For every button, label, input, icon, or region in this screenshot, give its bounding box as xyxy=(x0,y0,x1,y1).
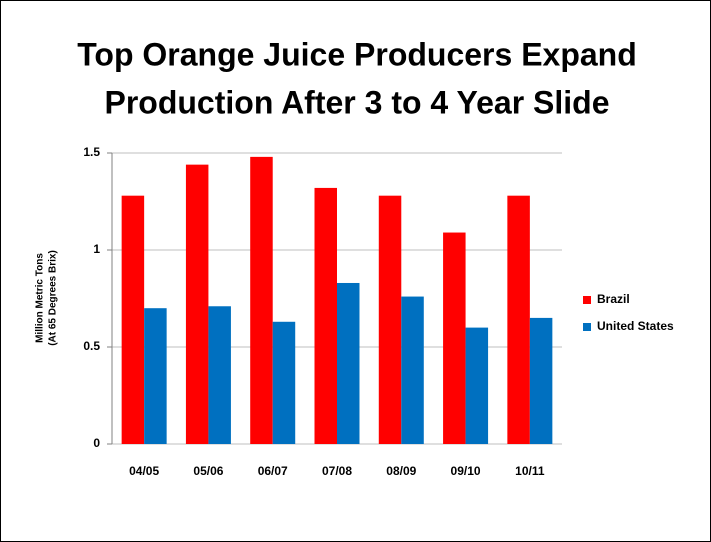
bar xyxy=(401,296,424,444)
legend-label: United States xyxy=(597,319,674,333)
x-tick-label: 07/08 xyxy=(322,464,352,478)
y-tick-label: 1.5 xyxy=(83,145,100,159)
legend-swatch xyxy=(583,323,591,331)
bar xyxy=(337,282,360,444)
chart-title: Production After 3 to 4 Year Slide xyxy=(104,84,609,120)
bar xyxy=(507,195,530,444)
x-tick-label: 04/05 xyxy=(129,464,159,478)
y-axis-label: (At 65 Degrees Brix) xyxy=(48,250,59,346)
y-axis-label: Million Metric Tons xyxy=(35,253,46,343)
bar xyxy=(185,164,209,444)
x-tick-label: 09/10 xyxy=(451,464,481,478)
bar xyxy=(314,187,337,445)
bar xyxy=(443,232,466,444)
x-tick-label: 05/06 xyxy=(193,464,223,478)
chart-title: Top Orange Juice Producers Expand xyxy=(77,36,637,72)
bar xyxy=(529,317,553,444)
bar xyxy=(208,306,231,444)
x-tick-label: 10/11 xyxy=(515,464,545,478)
y-tick-label: 0 xyxy=(93,436,100,450)
bar xyxy=(250,156,273,444)
legend-label: Brazil xyxy=(597,292,630,306)
x-tick-label: 08/09 xyxy=(386,464,416,478)
bar xyxy=(378,195,402,444)
bar xyxy=(144,308,167,444)
y-tick-label: 0.5 xyxy=(83,339,100,353)
bar xyxy=(272,321,296,444)
x-tick-label: 06/07 xyxy=(258,464,288,478)
legend-swatch xyxy=(583,296,591,304)
bar xyxy=(121,195,145,444)
bar xyxy=(465,327,489,444)
y-tick-label: 1 xyxy=(93,242,100,256)
